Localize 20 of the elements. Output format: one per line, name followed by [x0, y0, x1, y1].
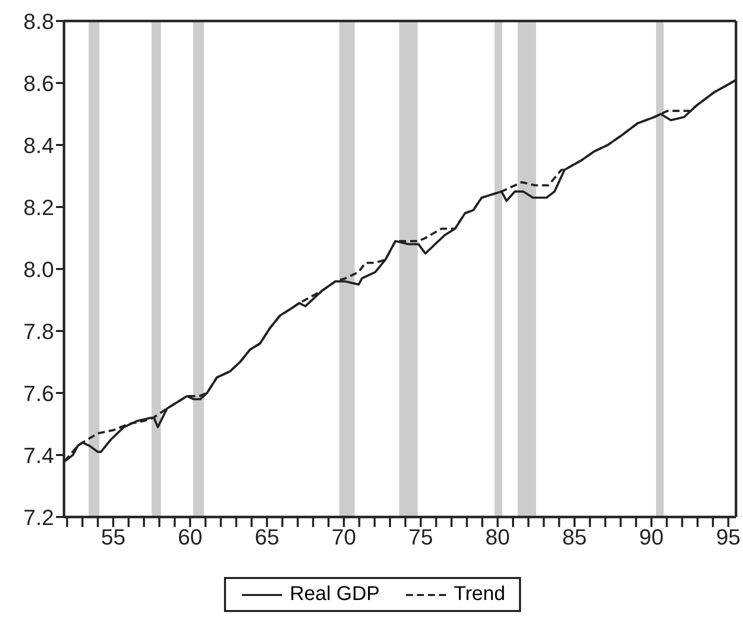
y-tick-label: 7.6: [23, 380, 54, 406]
y-tick-label: 8.4: [23, 132, 54, 158]
y-tick-label: 7.4: [23, 442, 54, 468]
x-tick-label: 75: [408, 524, 433, 550]
x-tick-label: 60: [178, 524, 202, 550]
x-tick-label: 80: [485, 524, 510, 550]
y-tick-label: 7.2: [23, 504, 54, 530]
y-tick-label: 8.6: [23, 70, 54, 96]
x-tick-label: 70: [332, 524, 356, 550]
y-tick-label: 8.8: [23, 8, 54, 34]
y-tick-label: 8.2: [23, 194, 54, 220]
x-tick-label: 90: [639, 524, 664, 550]
x-tick-label: 65: [254, 524, 280, 550]
x-tick-label: 95: [716, 524, 741, 550]
y-tick-label: 7.8: [23, 318, 54, 344]
x-tick-label: 55: [100, 524, 126, 550]
legend-label: Real GDP: [288, 583, 380, 606]
x-tick-label: 85: [562, 524, 587, 550]
y-tick-label: 8.0: [23, 256, 54, 282]
legend-label: Trend: [452, 583, 506, 606]
